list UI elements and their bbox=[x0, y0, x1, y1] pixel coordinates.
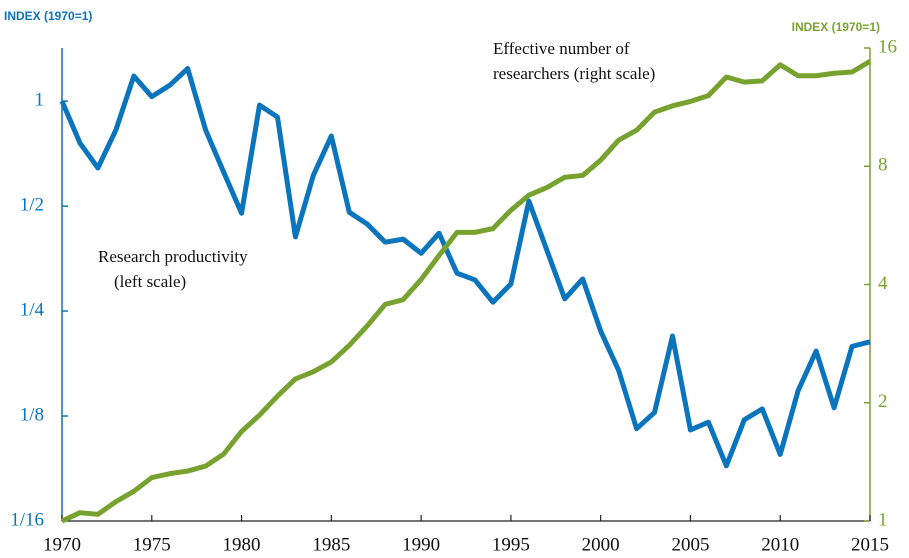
y2-axis-title: INDEX (1970=1) bbox=[792, 20, 880, 34]
x-tick-label: 1990 bbox=[402, 534, 440, 555]
y2-tick-label: 1 bbox=[878, 509, 888, 530]
x-tick-label: 1980 bbox=[223, 534, 261, 555]
series-line bbox=[59, 66, 871, 469]
x-tick-label: 2005 bbox=[671, 534, 709, 555]
y2-tick-label: 4 bbox=[878, 273, 888, 294]
annotation: Effective number of bbox=[493, 39, 630, 58]
x-tick-label: 1975 bbox=[133, 534, 171, 555]
y-tick-label: 1/8 bbox=[20, 404, 44, 425]
annotation: (left scale) bbox=[114, 272, 186, 291]
y-tick-label: 1 bbox=[35, 89, 45, 110]
x-tick-label: 2015 bbox=[851, 534, 889, 555]
x-tick-label: 1970 bbox=[43, 534, 81, 555]
y2-tick-label: 2 bbox=[878, 391, 888, 412]
series-line bbox=[60, 59, 872, 524]
y2-tick-label: 8 bbox=[878, 155, 888, 176]
y2-tick-label: 16 bbox=[878, 36, 897, 57]
y-tick-label: 1/4 bbox=[20, 299, 45, 320]
annotation: Research productivity bbox=[98, 247, 248, 266]
x-tick-label: 1985 bbox=[312, 534, 350, 555]
x-tick-label: 1995 bbox=[492, 534, 530, 555]
y-axis-title: INDEX (1970=1) bbox=[4, 9, 92, 23]
x-tick-label: 2010 bbox=[761, 534, 799, 555]
annotation: researchers (right scale) bbox=[493, 64, 655, 83]
y-tick-label: 1/16 bbox=[10, 509, 44, 530]
x-tick-label: 2000 bbox=[582, 534, 620, 555]
y-tick-label: 1/2 bbox=[20, 194, 44, 215]
